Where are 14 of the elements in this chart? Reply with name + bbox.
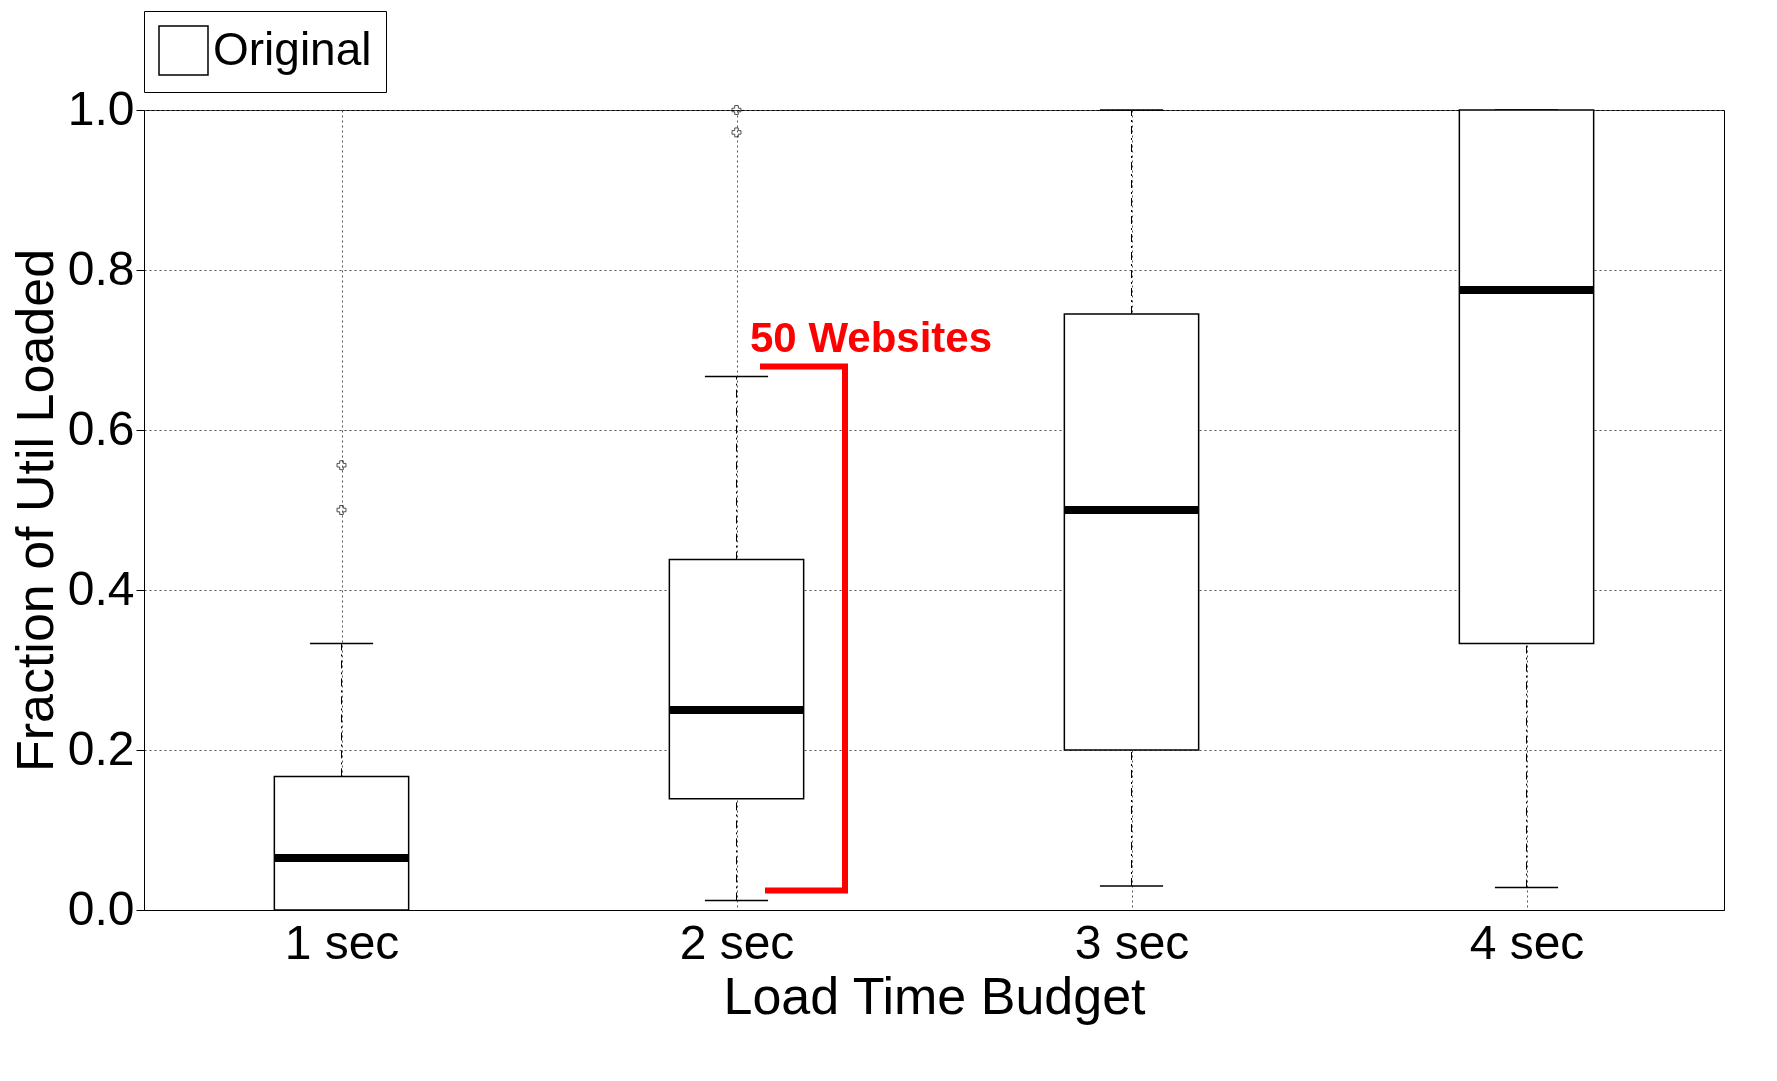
annotation: 50 Websites — [750, 314, 993, 362]
y-tick-label: 0.4 — [67, 561, 135, 615]
x-tick-label: 2 sec — [679, 915, 795, 969]
y-tick-label: 0.8 — [67, 241, 135, 295]
legend-label: Original — [213, 22, 372, 75]
y-tick-label: 1.0 — [67, 81, 135, 135]
x-axis-title: Load Time Budget — [723, 966, 1147, 1025]
x-tick-label: 4 sec — [1469, 915, 1585, 969]
y-axis-title: Fraction of Util Loaded — [5, 248, 64, 773]
y-tick-label: 0.0 — [67, 881, 135, 935]
x-tick-label: 1 sec — [284, 915, 400, 969]
y-tick-label: 0.2 — [67, 721, 135, 775]
x-tick-label: 3 sec — [1074, 915, 1190, 969]
y-tick-label: 0.6 — [67, 401, 135, 455]
